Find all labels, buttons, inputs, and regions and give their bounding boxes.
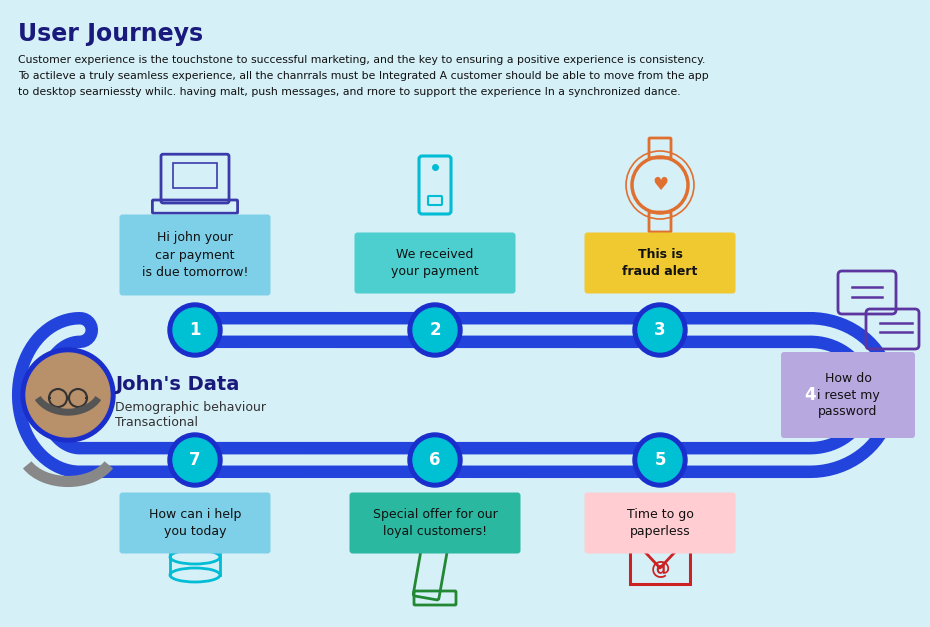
Circle shape — [638, 308, 682, 352]
Text: Transactional: Transactional — [115, 416, 198, 429]
Circle shape — [168, 433, 222, 487]
Text: 1: 1 — [189, 321, 201, 339]
Circle shape — [783, 368, 837, 422]
Circle shape — [21, 348, 115, 442]
Text: 6: 6 — [430, 451, 441, 469]
Circle shape — [633, 433, 687, 487]
FancyBboxPatch shape — [584, 492, 736, 554]
FancyBboxPatch shape — [119, 492, 271, 554]
Circle shape — [633, 303, 687, 357]
Text: Demographic behaviour: Demographic behaviour — [115, 401, 266, 413]
Text: Customer experience is the touchstone to successful marketing, and the key to en: Customer experience is the touchstone to… — [18, 55, 705, 65]
Text: 7: 7 — [189, 451, 201, 469]
Circle shape — [168, 303, 222, 357]
Text: 4: 4 — [804, 386, 816, 404]
Circle shape — [173, 308, 217, 352]
Circle shape — [173, 438, 217, 482]
Bar — [630, 536, 690, 584]
Text: How can i help
you today: How can i help you today — [149, 508, 241, 538]
Text: This is
fraud alert: This is fraud alert — [622, 248, 698, 278]
Text: ♥: ♥ — [652, 176, 668, 194]
Circle shape — [413, 308, 457, 352]
Circle shape — [413, 438, 457, 482]
Bar — [173, 162, 218, 188]
Text: Time to go
paperless: Time to go paperless — [627, 508, 694, 538]
FancyBboxPatch shape — [781, 352, 915, 438]
FancyBboxPatch shape — [584, 233, 736, 293]
Text: to desktop searniessty whilc. having malt, push messages, and rnore to support t: to desktop searniessty whilc. having mal… — [18, 87, 681, 97]
Circle shape — [408, 303, 462, 357]
Text: To actileve a truly seamless experience, all the chanrrals must be Integrated A : To actileve a truly seamless experience,… — [18, 71, 709, 81]
Circle shape — [26, 353, 110, 437]
Text: John's Data: John's Data — [115, 376, 239, 394]
Circle shape — [408, 433, 462, 487]
Text: We received
your payment: We received your payment — [392, 248, 479, 278]
FancyBboxPatch shape — [350, 492, 521, 554]
Text: How do
i reset my
password: How do i reset my password — [817, 372, 880, 418]
FancyBboxPatch shape — [119, 214, 271, 295]
Text: @: @ — [650, 561, 670, 579]
Text: Hi john your
car payment
is due tomorrow!: Hi john your car payment is due tomorrow… — [141, 231, 248, 278]
Circle shape — [638, 438, 682, 482]
Text: User Journeys: User Journeys — [18, 22, 203, 46]
Text: 5: 5 — [654, 451, 666, 469]
Circle shape — [788, 373, 832, 417]
Text: 3: 3 — [654, 321, 666, 339]
Text: Special offer for our
loyal customers!: Special offer for our loyal customers! — [373, 508, 498, 538]
FancyBboxPatch shape — [354, 233, 515, 293]
Text: 2: 2 — [429, 321, 441, 339]
